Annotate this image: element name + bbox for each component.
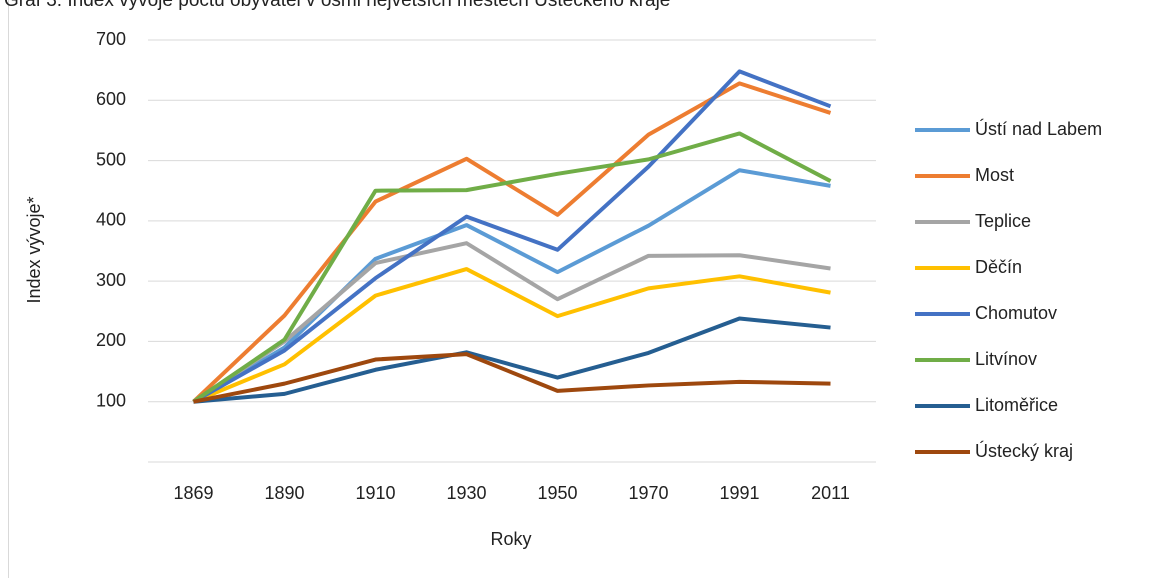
y-tick-label: 700 [96,29,126,49]
series-line [192,241,831,404]
y-tick-label: 300 [96,270,126,290]
series-line [192,131,832,404]
legend-label: Ústí nad Labem [975,118,1102,139]
x-tick-label: 1869 [173,483,213,503]
series-line [192,81,832,404]
x-tick-label: 1950 [537,483,577,503]
y-tick-label: 600 [96,89,126,109]
y-axis-label: Index vývoje* [24,196,44,303]
legend-label: Chomutov [975,303,1057,323]
series-line [192,69,832,404]
series-line [193,316,831,404]
y-tick-label: 400 [96,210,126,230]
chart-frame [8,0,9,578]
series-line [193,352,831,404]
legend-label: Ústecký kraj [975,440,1073,461]
x-tick-label: 1991 [719,483,759,503]
x-tick-label: 1910 [355,483,395,503]
legend-label: Most [975,165,1014,185]
series-line [192,267,831,404]
x-axis-label: Roky [490,529,531,549]
y-tick-label: 500 [96,149,126,169]
x-tick-label: 1930 [446,483,486,503]
legend-label: Litvínov [975,349,1037,369]
chart-title: Graf 3: Index vývoje počtu obyvatel v os… [4,0,670,11]
x-tick-label: 1890 [264,483,304,503]
legend-label: Teplice [975,211,1031,231]
series-line [192,168,831,404]
y-tick-label: 200 [96,330,126,350]
x-tick-label: 2011 [811,483,850,503]
legend-label: Litoměřice [975,395,1058,415]
x-tick-label: 1970 [628,483,668,503]
legend-label: Děčín [975,257,1022,277]
y-tick-label: 100 [96,390,126,410]
